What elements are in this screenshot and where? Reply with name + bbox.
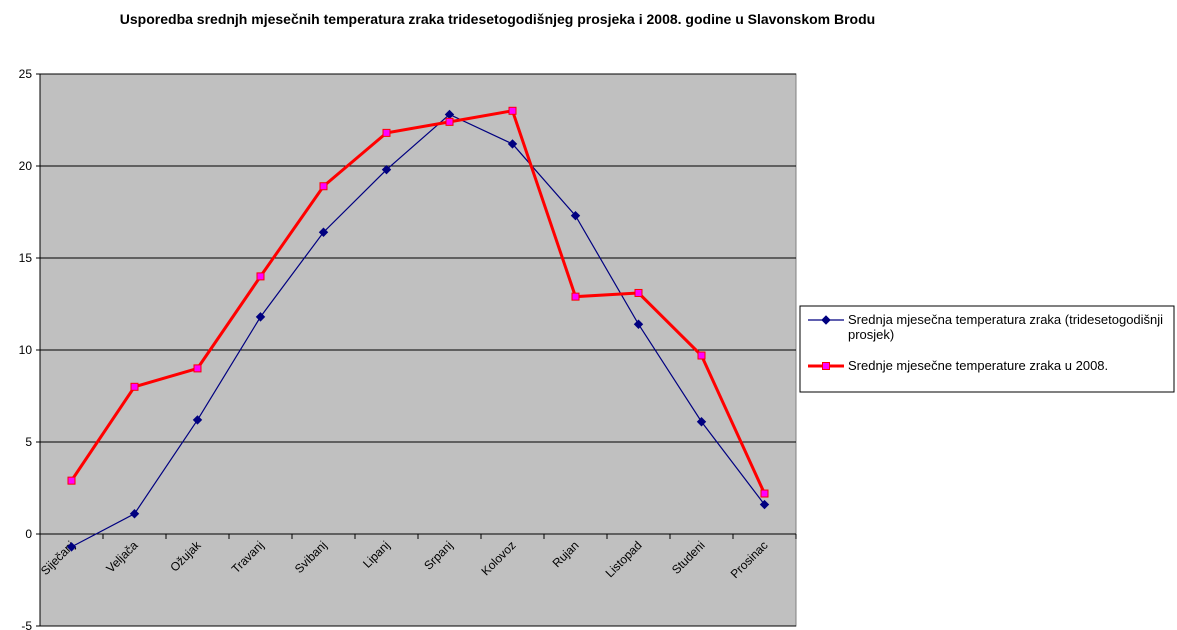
legend-label: Srednja mjesečna temperatura zraka (trid… bbox=[848, 312, 1164, 342]
y-tick-label: 10 bbox=[19, 343, 33, 357]
chart-title: Usporedba srednjh mjesečnih temperatura … bbox=[119, 11, 876, 27]
marker bbox=[255, 312, 266, 322]
marker bbox=[696, 417, 707, 427]
y-tick-label: 20 bbox=[19, 159, 33, 173]
y-tick-label: 0 bbox=[25, 527, 32, 541]
legend-box bbox=[799, 305, 1175, 393]
marker bbox=[381, 164, 392, 175]
marker bbox=[570, 210, 581, 221]
legend-label: Srednje mjesečne temperature zraka u 200… bbox=[848, 358, 1109, 373]
y-tick-label: 25 bbox=[19, 67, 33, 81]
marker bbox=[130, 382, 139, 391]
marker bbox=[192, 415, 203, 425]
y-tick-label: -5 bbox=[21, 619, 32, 630]
marker bbox=[759, 499, 770, 510]
marker bbox=[193, 364, 202, 373]
marker bbox=[508, 106, 517, 115]
marker bbox=[445, 117, 454, 126]
marker bbox=[319, 182, 328, 191]
marker bbox=[822, 362, 830, 370]
series-line bbox=[70, 109, 766, 495]
marker bbox=[633, 319, 644, 329]
marker bbox=[382, 128, 391, 137]
marker bbox=[571, 292, 580, 301]
marker bbox=[66, 542, 77, 552]
marker bbox=[129, 509, 140, 519]
marker bbox=[697, 351, 706, 360]
y-tick-label: 5 bbox=[25, 435, 32, 449]
y-tick-label: 15 bbox=[19, 251, 33, 265]
marker bbox=[634, 288, 643, 297]
marker bbox=[821, 315, 831, 325]
marker bbox=[256, 272, 265, 281]
marker bbox=[67, 476, 76, 485]
marker bbox=[507, 139, 518, 149]
marker bbox=[318, 227, 329, 237]
series-line bbox=[71, 113, 765, 548]
marker bbox=[760, 489, 769, 498]
